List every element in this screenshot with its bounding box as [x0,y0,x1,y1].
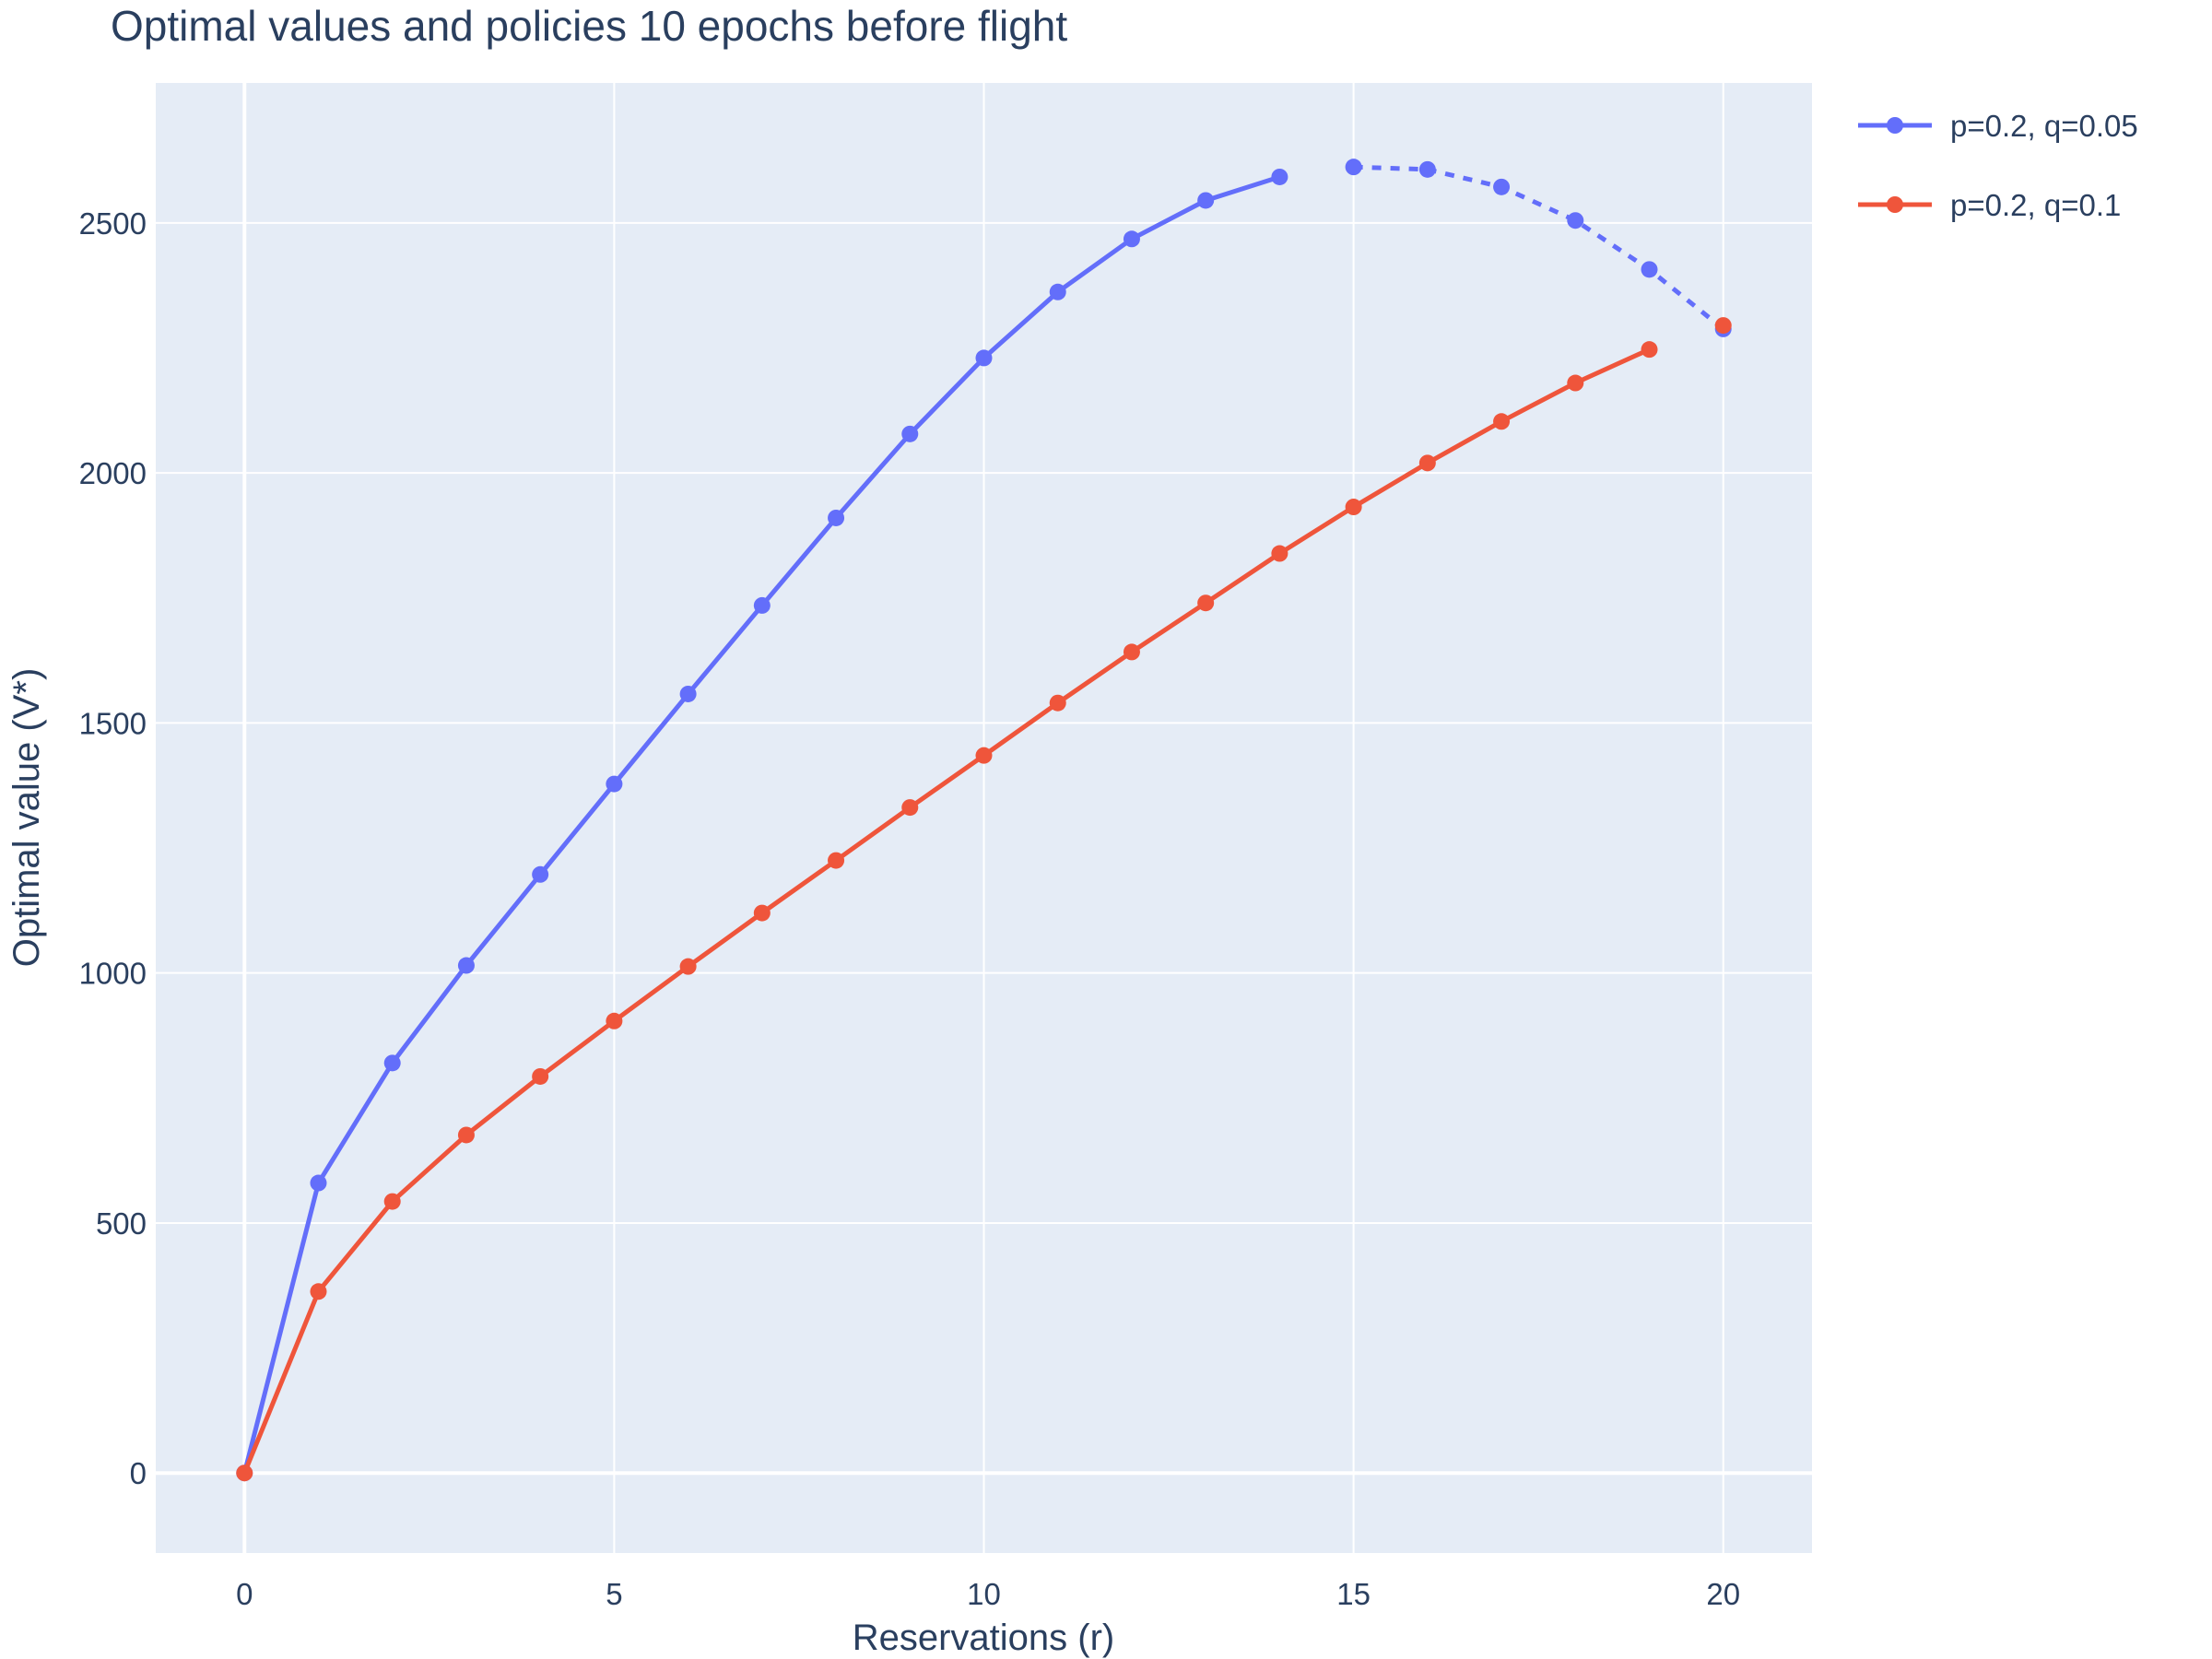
data-point[interactable] [1345,159,1362,176]
data-point[interactable] [1641,261,1658,278]
data-point[interactable] [753,596,771,614]
data-point[interactable] [457,1126,475,1144]
data-point[interactable] [606,1012,623,1030]
data-point[interactable] [1345,499,1362,516]
data-point[interactable] [1049,283,1066,300]
grid-lines [156,83,1812,1553]
data-point[interactable] [1271,168,1288,185]
legend-label: p=0.2, q=0.05 [1950,109,2138,143]
data-point[interactable] [901,425,919,442]
data-point[interactable] [679,958,697,975]
series-line-dot [1353,164,1725,331]
data-point[interactable] [1567,374,1584,392]
data-point[interactable] [1197,192,1215,209]
tick-labels: 0 5 10 15 20 0 500 1000 1500 2000 2500 [79,206,1741,1611]
data-point[interactable] [753,904,771,922]
y-tick-label: 500 [96,1206,147,1241]
data-point[interactable] [1049,694,1066,712]
x-tick-label: 0 [236,1577,253,1611]
y-tick-label: 2000 [79,456,147,490]
series-line-solid [241,347,1651,1475]
y-tick-label: 1500 [79,706,147,740]
data-point[interactable] [901,799,919,817]
data-point[interactable] [1418,160,1436,178]
data-point[interactable] [532,865,549,883]
data-point[interactable] [828,509,845,526]
data-point[interactable] [1197,594,1215,612]
data-point[interactable] [606,775,623,793]
data-point[interactable] [975,349,993,367]
data-point[interactable] [679,685,697,702]
series-2 [236,317,1732,1482]
data-point[interactable] [532,1067,549,1085]
data-point[interactable] [383,1193,401,1210]
data-point[interactable] [1493,178,1511,195]
data-point[interactable] [383,1054,401,1072]
legend-swatch-marker [1887,196,1903,213]
y-axis-title: Optimal value (V*) [6,668,47,968]
x-tick-label: 10 [967,1577,1001,1611]
data-point[interactable] [1493,413,1511,430]
legend-label: p=0.2, q=0.1 [1950,188,2121,222]
y-tick-label: 2500 [79,206,147,241]
data-point[interactable] [1271,545,1288,562]
chart-title: Optimal values and policies 10 epochs be… [111,2,1067,50]
legend[interactable]: p=0.2, q=0.05 p=0.2, q=0.1 [1858,109,2138,222]
data-point[interactable] [457,957,475,974]
x-axis-title: Reservations (r) [853,1618,1115,1658]
series-layer [236,159,1732,1482]
data-point[interactable] [1567,212,1584,229]
legend-item[interactable]: p=0.2, q=0.05 [1858,109,2138,143]
legend-item[interactable]: p=0.2, q=0.1 [1858,188,2121,222]
data-point[interactable] [828,852,845,869]
data-point[interactable] [1714,317,1732,335]
x-tick-label: 15 [1336,1577,1371,1611]
x-tick-label: 20 [1706,1577,1740,1611]
data-point[interactable] [236,1465,253,1482]
data-point[interactable] [1641,341,1658,359]
data-point[interactable] [1123,643,1140,661]
legend-swatch-marker [1887,117,1903,134]
y-tick-label: 1000 [79,957,147,991]
data-point[interactable] [310,1174,327,1192]
data-point[interactable] [1418,454,1436,472]
data-point[interactable] [1123,230,1140,248]
y-tick-label: 0 [130,1456,147,1490]
data-point[interactable] [975,747,993,764]
series-1 [236,159,1732,1482]
x-tick-label: 5 [606,1577,622,1611]
data-point[interactable] [310,1283,327,1300]
